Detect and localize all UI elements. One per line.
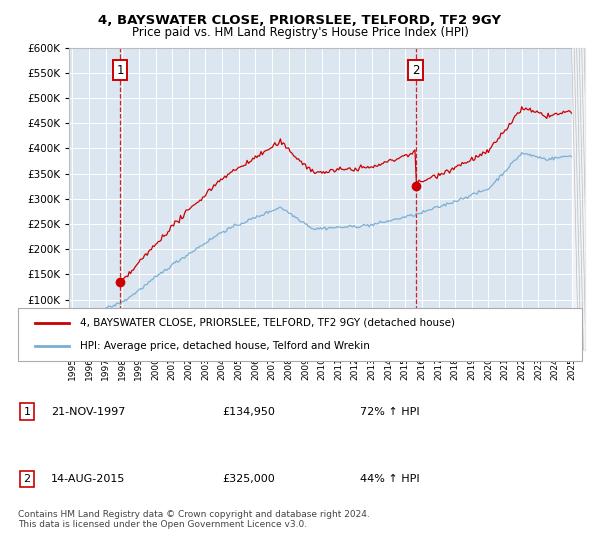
Text: 2: 2 [412,64,419,77]
Text: 72% ↑ HPI: 72% ↑ HPI [360,407,419,417]
Text: £325,000: £325,000 [222,474,275,484]
Text: 2: 2 [23,474,31,484]
Text: 4, BAYSWATER CLOSE, PRIORSLEE, TELFORD, TF2 9GY (detached house): 4, BAYSWATER CLOSE, PRIORSLEE, TELFORD, … [80,318,455,328]
Text: 21-NOV-1997: 21-NOV-1997 [51,407,125,417]
Text: 1: 1 [23,407,31,417]
Text: 1: 1 [116,64,124,77]
Text: Contains HM Land Registry data © Crown copyright and database right 2024.
This d: Contains HM Land Registry data © Crown c… [18,510,370,529]
Text: HPI: Average price, detached house, Telford and Wrekin: HPI: Average price, detached house, Telf… [80,341,370,351]
Text: 44% ↑ HPI: 44% ↑ HPI [360,474,419,484]
Text: 4, BAYSWATER CLOSE, PRIORSLEE, TELFORD, TF2 9GY: 4, BAYSWATER CLOSE, PRIORSLEE, TELFORD, … [98,14,502,27]
FancyBboxPatch shape [18,308,582,361]
Text: £134,950: £134,950 [222,407,275,417]
Text: 14-AUG-2015: 14-AUG-2015 [51,474,125,484]
Text: Price paid vs. HM Land Registry's House Price Index (HPI): Price paid vs. HM Land Registry's House … [131,26,469,39]
